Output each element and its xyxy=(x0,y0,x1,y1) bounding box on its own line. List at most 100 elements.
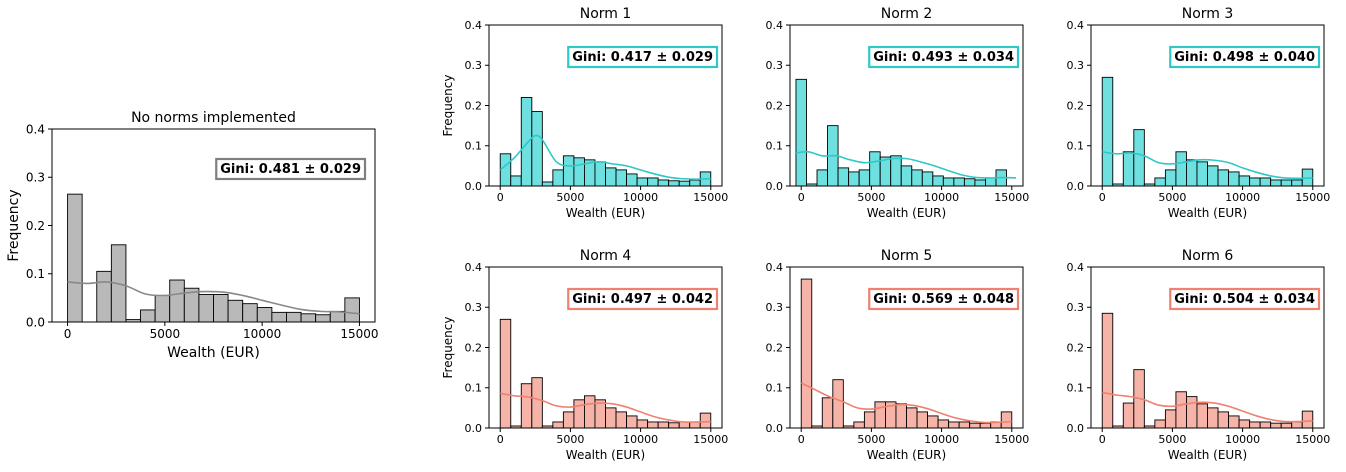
histogram-bar xyxy=(1291,421,1303,429)
histogram-bar xyxy=(1238,175,1251,187)
x-tick-label: 5000 xyxy=(1158,191,1186,204)
y-tick-label: 0.1 xyxy=(1067,382,1085,395)
gini-annotation-text: Gini: 0.569 ± 0.048 xyxy=(873,292,1014,307)
histogram-bar xyxy=(1249,421,1261,429)
x-tick-label: 15000 xyxy=(693,433,728,446)
chart-title: Norm 2 xyxy=(881,6,933,22)
histogram-bar xyxy=(900,165,913,187)
histogram-bar xyxy=(636,419,649,429)
x-tick-label: 0 xyxy=(497,433,504,446)
histogram-bar xyxy=(890,155,902,187)
histogram-bar xyxy=(927,415,939,429)
histogram-bar xyxy=(932,175,944,187)
histogram-bar xyxy=(1301,410,1314,429)
histogram-bar xyxy=(858,169,871,187)
histogram-bar xyxy=(1249,177,1261,187)
histogram-bar xyxy=(1270,179,1282,187)
histogram-bar xyxy=(874,401,886,429)
histogram-bar xyxy=(636,177,649,187)
histogram-bar xyxy=(1175,391,1187,429)
histogram-bar xyxy=(906,407,918,429)
histogram-bar xyxy=(286,311,302,323)
y-tick-label: 0.4 xyxy=(1067,19,1085,32)
gini-annotation: Gini: 0.497 ± 0.042 xyxy=(567,287,719,311)
histogram-bar xyxy=(974,179,986,187)
histogram-bars xyxy=(499,318,712,429)
x-tick-label: 5000 xyxy=(556,433,584,446)
gini-annotation-box xyxy=(1169,45,1321,69)
kde-line xyxy=(67,281,360,315)
x-tick-label: 5000 xyxy=(857,433,885,446)
chart-title: Norm 1 xyxy=(580,6,632,22)
y-tick-label: 0.1 xyxy=(766,140,784,153)
histogram-bar xyxy=(800,278,813,429)
gini-annotation-text: Gini: 0.497 ± 0.042 xyxy=(572,292,713,307)
histogram-bar xyxy=(562,411,575,429)
y-tick-label: 0.2 xyxy=(465,341,483,354)
y-tick-label: 0.1 xyxy=(465,140,483,153)
x-axis-label: Wealth (EUR) xyxy=(167,345,260,361)
y-tick-label: 0.0 xyxy=(766,180,784,193)
panel-norm3: 0 5000 10000 15000 0.0 0.1 0.2 0.3 0.4 Norm 3 Weal… xyxy=(1067,6,1331,220)
histogram-bars xyxy=(499,96,712,187)
histogram-bar xyxy=(979,422,992,429)
x-tick-label: 5000 xyxy=(857,191,885,204)
histogram-bar xyxy=(520,96,533,187)
histogram-bar xyxy=(1238,419,1251,429)
histogram-bar xyxy=(315,314,331,323)
y-tick-label: 0.1 xyxy=(465,382,483,395)
x-tick-label: 5000 xyxy=(150,327,181,341)
y-tick-label: 0.2 xyxy=(26,219,45,233)
histogram-bar xyxy=(213,294,229,323)
histogram-bar xyxy=(552,421,564,429)
histogram-bar xyxy=(816,169,829,187)
histogram-bar xyxy=(853,421,865,429)
histogram-bars xyxy=(1101,312,1314,429)
x-axis-label: Wealth (EUR) xyxy=(1168,448,1247,462)
histogram-bar xyxy=(198,294,214,323)
gini-annotation: Gini: 0.498 ± 0.040 xyxy=(1169,45,1321,69)
x-axis-label: Wealth (EUR) xyxy=(867,448,946,462)
histogram-bar xyxy=(1228,415,1240,429)
kde-line xyxy=(1102,150,1313,180)
panel-norm5: 0 5000 10000 15000 0.0 0.1 0.2 0.3 0.4 Norm 5 Weal… xyxy=(766,248,1030,462)
histogram-bar xyxy=(668,422,680,429)
x-tick-label: 15000 xyxy=(340,327,378,341)
histogram-bar xyxy=(657,179,670,187)
gini-annotation: Gini: 0.569 ± 0.048 xyxy=(868,287,1020,311)
histogram-bar xyxy=(615,411,628,429)
histogram-bar xyxy=(227,299,244,323)
histogram-bar xyxy=(520,383,533,429)
histogram-bar xyxy=(541,181,554,187)
histogram-bars xyxy=(1101,76,1314,187)
histogram-bar xyxy=(531,111,543,187)
panel-norm2: 0 5000 10000 15000 0.0 0.1 0.2 0.3 0.4 Norm 2 Weal… xyxy=(766,6,1030,220)
histogram-bar xyxy=(605,167,617,187)
histogram-bar xyxy=(594,161,606,187)
histogram-bar xyxy=(1217,411,1230,429)
histogram-bar xyxy=(911,169,923,187)
y-tick-label: 0.4 xyxy=(465,261,483,274)
histogram-bar xyxy=(605,407,617,429)
y-tick-label: 0.0 xyxy=(465,180,483,193)
x-tick-label: 0 xyxy=(1099,433,1106,446)
histogram-bar xyxy=(1259,177,1272,187)
gini-annotation-text: Gini: 0.417 ± 0.029 xyxy=(572,50,713,65)
histogram-bar xyxy=(1133,129,1145,187)
histogram-bar xyxy=(916,411,929,429)
x-tick-label: 5000 xyxy=(1158,433,1186,446)
histogram-bar xyxy=(668,180,680,187)
histogram-bar xyxy=(1291,179,1303,187)
y-axis-label: Frequency xyxy=(441,317,455,379)
y-tick-label: 0.4 xyxy=(1067,261,1085,274)
histogram-bar xyxy=(1270,422,1282,429)
chart-title: Norm 3 xyxy=(1182,6,1234,22)
chart-title: No norms implemented xyxy=(131,110,296,126)
histogram-bar xyxy=(895,403,907,429)
histogram-bar xyxy=(1196,403,1208,429)
x-tick-label: 15000 xyxy=(994,191,1029,204)
histogram-bar xyxy=(510,175,522,187)
histogram-bar xyxy=(1154,419,1166,429)
histogram-bar xyxy=(985,177,997,187)
histogram-bar xyxy=(1101,312,1114,429)
